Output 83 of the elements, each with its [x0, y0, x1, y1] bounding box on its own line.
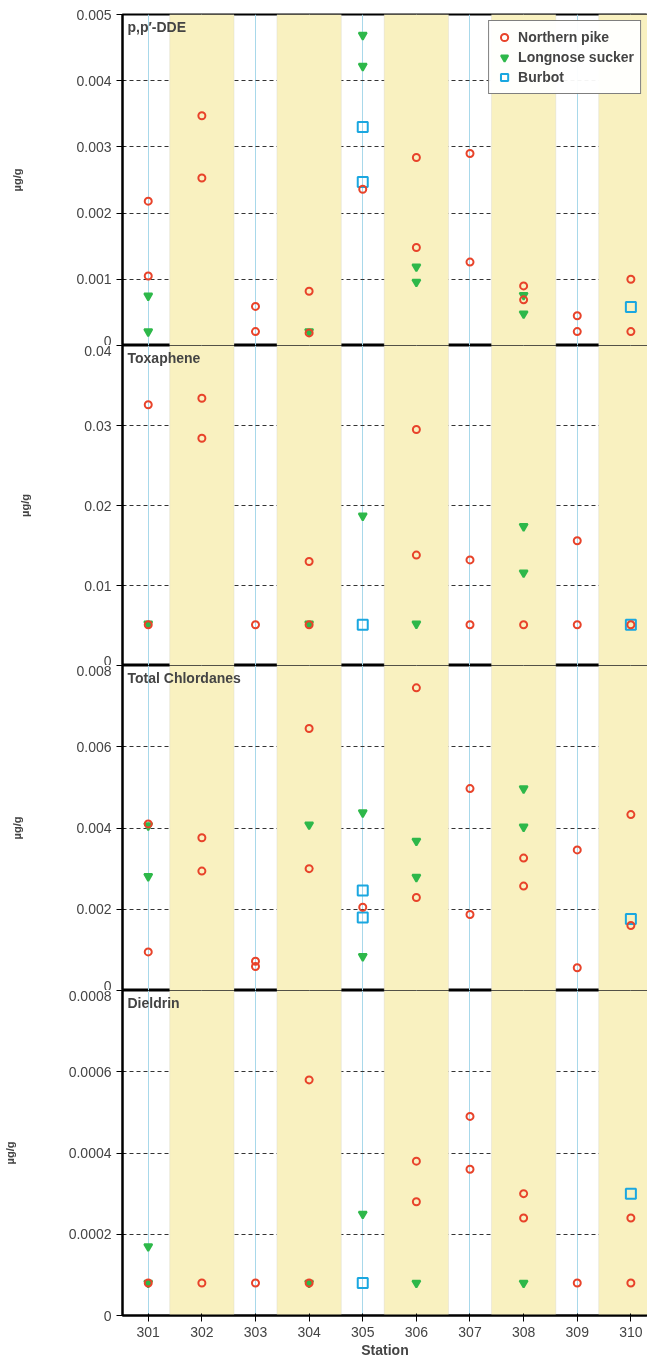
x-tick-label: 301 [136, 1323, 161, 1340]
point [519, 281, 529, 291]
point [356, 121, 369, 134]
y-tick-label: 0.004 [76, 72, 112, 89]
y-tick-label: 0.003 [76, 138, 112, 155]
point [624, 1187, 637, 1200]
x-tick-label: 302 [190, 1323, 214, 1340]
point [143, 292, 154, 302]
point [519, 1213, 529, 1223]
point [357, 62, 368, 72]
chart-title: Dieldrin [127, 994, 180, 1011]
legend-label: Burbot [518, 69, 564, 85]
point [250, 1278, 260, 1288]
point [143, 1243, 154, 1253]
point [356, 175, 369, 188]
point [519, 1189, 529, 1199]
point [465, 149, 475, 159]
point [465, 257, 475, 267]
x-tick-label: 304 [297, 1323, 322, 1340]
point [411, 1279, 422, 1289]
y-tick-label: 0.0004 [68, 1145, 112, 1161]
chart-title: Total Chlordanes [127, 669, 242, 686]
point [357, 31, 368, 41]
y-tick-label: 0.02 [84, 497, 112, 514]
y-tick-label: 0.01 [84, 577, 112, 594]
x-tick-label: 303 [243, 1323, 268, 1340]
point [624, 301, 637, 314]
point [304, 1075, 314, 1085]
y-axis-title: µg/g [3, 1141, 16, 1165]
x-tick-label: 310 [619, 1323, 643, 1340]
point [626, 1213, 636, 1223]
point [357, 1210, 368, 1220]
point [411, 1156, 421, 1166]
point [572, 327, 582, 337]
point [143, 328, 154, 338]
point [572, 311, 582, 321]
point [250, 301, 260, 311]
point [197, 1278, 207, 1288]
point [465, 1164, 475, 1174]
y-tick-label: 0.005 [76, 6, 112, 23]
point [626, 274, 636, 284]
point [518, 1279, 529, 1289]
y-tick-label: 0.0006 [68, 1063, 112, 1080]
y-tick-label: 0.002 [76, 205, 112, 222]
point [197, 173, 207, 183]
point [518, 310, 529, 320]
point [519, 295, 529, 305]
y-tick-label: 0.006 [76, 738, 112, 755]
point [411, 1197, 421, 1207]
y-axis-title: µg/g [11, 168, 24, 192]
point [465, 1111, 475, 1121]
point [411, 153, 421, 162]
y-tick-label: 0.002 [76, 901, 112, 918]
point [250, 327, 260, 337]
y-axis-title: µg/g [11, 816, 24, 840]
y-tick-label: 0.004 [76, 820, 112, 836]
chart-title: p,p′-DDE [127, 18, 187, 35]
point [411, 263, 422, 273]
y-axis-title: µg/g [19, 494, 32, 517]
x-tick-label: 306 [404, 1323, 429, 1340]
legend-label: Northern pike [518, 29, 610, 45]
point [143, 196, 153, 206]
point [411, 243, 421, 253]
y-tick-label: 0 [103, 1307, 112, 1324]
point [626, 327, 636, 337]
y-tick-label: 0.0002 [68, 1226, 112, 1243]
point [411, 278, 422, 288]
point [572, 1278, 582, 1288]
chart-title: Toxaphene [127, 349, 201, 366]
legend-label: Longnose sucker [518, 49, 634, 65]
x-tick-label: 308 [511, 1323, 536, 1340]
x-tick-label: 307 [458, 1323, 482, 1340]
y-tick-label: 0.03 [84, 417, 112, 434]
point [356, 1277, 369, 1289]
x-axis-title: Station [361, 1341, 409, 1358]
point [304, 286, 314, 296]
y-tick-label: 0.001 [76, 271, 112, 288]
point [143, 271, 153, 281]
point [626, 1278, 636, 1288]
point [197, 111, 207, 121]
point [358, 184, 368, 194]
x-tick-label: 305 [351, 1323, 375, 1340]
x-tick-label: 309 [565, 1323, 590, 1340]
